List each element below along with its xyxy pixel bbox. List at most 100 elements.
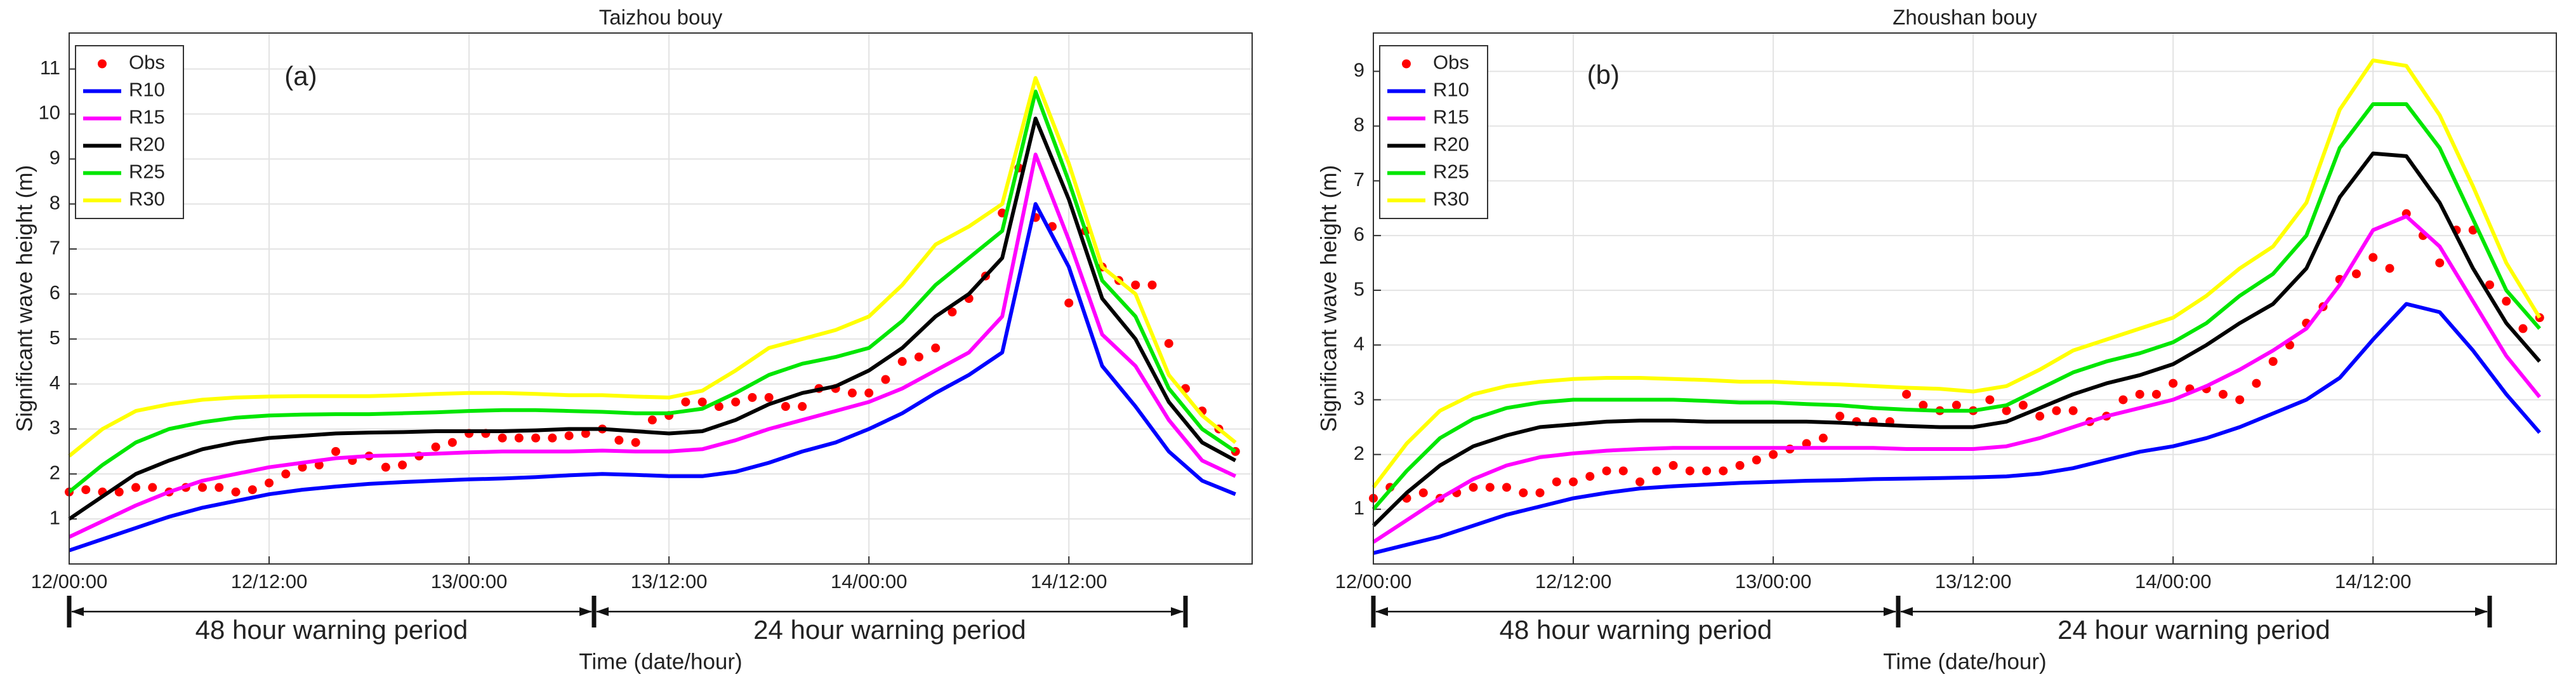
period-label: 48 hour warning period [195,615,468,645]
obs-point [381,462,390,472]
x-tick-label: 13/12:00 [631,570,708,593]
plot-area [1373,33,2556,564]
obs-point [1635,477,1645,486]
arrow-head [2474,607,2488,616]
obs-point [764,392,774,402]
obs-point [2169,379,2178,388]
legend-marker [98,59,107,69]
obs-point [1652,466,1661,476]
obs-point [198,483,208,492]
obs-point [1502,483,1512,492]
obs-point [265,478,274,488]
obs-point [2068,406,2078,415]
y-tick-label: 7 [1354,168,1364,191]
obs-point [914,352,923,362]
series-line [68,116,1237,521]
x-tick-label: 12/12:00 [231,570,308,593]
obs-point [1735,460,1745,470]
obs-point [531,433,541,443]
obs-point [1552,477,1561,486]
arrow-head [1899,607,1913,616]
series-line [68,76,1237,458]
obs-point [548,433,557,443]
obs-point [847,388,857,398]
obs-point [514,433,524,443]
obs-point [897,357,907,366]
y-tick-label: 4 [1354,332,1364,354]
plot-frame [1373,32,2557,565]
x-axis-label: Time (date/hour) [579,649,742,674]
legend-label: Obs [129,51,165,74]
y-tick-label: 2 [50,461,60,483]
obs-point [1668,460,1678,470]
obs-point [2052,406,2061,415]
legend-label: Obs [1433,51,1469,74]
chart-title: Taizhou bouy [599,6,723,29]
obs-point [1569,477,1578,486]
x-axis-label: Time (date/hour) [1883,649,2046,674]
legend-box [75,45,184,219]
series-line [1372,214,2542,544]
obs-point [781,402,790,412]
obs-point [1802,439,1811,448]
obs-point [248,485,257,495]
x-tick-label: 12/12:00 [1535,570,1612,593]
y-tick-label: 8 [50,191,60,213]
arrow-head [71,607,84,616]
obs-point [864,388,874,398]
y-tick-label: 8 [1354,114,1364,136]
obs-point [2018,401,2028,410]
obs-point [614,436,624,445]
obs-point [631,438,640,447]
obs-point [2235,395,2245,405]
obs-point [148,483,157,492]
panel-label: (b) [1587,60,1620,90]
legend-label: R10 [1433,79,1469,101]
obs-point [1702,466,1712,476]
obs-point [1919,401,1928,410]
obs-point [2002,406,2011,415]
obs-point [215,483,224,492]
y-tick-label: 10 [39,102,60,124]
x-tick-label: 14/00:00 [831,570,908,593]
obs-point [2518,324,2528,333]
plot-frame [69,32,1253,565]
obs-point [714,402,723,412]
legend-label: R25 [129,161,165,183]
obs-point [447,438,457,447]
series-line [1373,302,2541,555]
y-tick-label: 9 [50,147,60,169]
y-tick-label: 6 [1354,223,1364,245]
legend-label: R30 [129,188,165,210]
y-tick-label: 5 [1354,278,1364,300]
obs-point [398,460,407,470]
obs-point [948,307,957,317]
obs-point [81,485,91,495]
plot-area [69,33,1252,564]
obs-point [1752,455,1761,465]
obs-point [1585,472,1595,481]
y-tick-label: 7 [50,236,60,258]
y-tick-label: 1 [1354,497,1364,519]
obs-point [1418,488,1428,497]
obs-point [748,392,757,402]
obs-point [1147,280,1157,290]
obs-point [2485,280,2494,290]
obs-point [881,375,890,384]
period-label: 24 hour warning period [753,615,1026,645]
obs-point [2151,389,2161,399]
obs-point [298,462,307,472]
obs-point [1485,483,1495,492]
y-tick-label: 11 [40,57,60,79]
arrow-head [1375,607,1388,616]
obs-point [231,487,241,497]
legend-marker [1402,59,1411,69]
x-tick-label: 14/12:00 [1031,570,1107,593]
obs-point [1835,412,1845,421]
obs-point [2502,297,2511,306]
x-tick-label: 13/00:00 [431,570,508,593]
legend-label: R15 [129,106,165,128]
obs-point [1064,298,1074,308]
legend-label: R15 [1433,106,1469,128]
